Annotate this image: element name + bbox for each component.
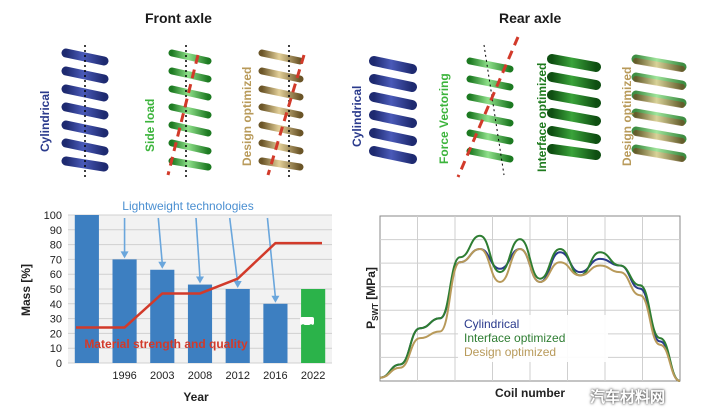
rear-axle-springs <box>369 36 687 178</box>
rear-axle-title: Rear axle <box>499 10 562 26</box>
bar-2022 <box>301 289 326 363</box>
lightweight-arrow <box>195 217 201 279</box>
bar-xtick-label: 2008 <box>188 370 212 382</box>
lightweight-arrow-head <box>233 281 242 288</box>
bar-ytick-label: 10 <box>50 343 62 355</box>
bar-ytick-label: 40 <box>50 299 62 311</box>
bar-ytick-label: 30 <box>50 314 62 326</box>
legend-cylindrical: Cylindrical <box>464 317 519 331</box>
rear-design-optimized-spring-icon <box>631 54 687 162</box>
lightweight-arrow <box>266 217 277 298</box>
lightweight-annotation: Lightweight technologies <box>122 199 253 213</box>
bar-ytick-label: 50 <box>50 284 62 296</box>
line-ylabel: PSWT [MPa] <box>364 267 380 329</box>
electric-car-icon <box>300 317 314 328</box>
front-label-design-optimized: Design optimized <box>240 66 254 166</box>
bar-baseline <box>74 215 99 363</box>
bar-ytick-label: 60 <box>50 269 62 281</box>
front-cylindrical-spring-icon <box>61 45 109 177</box>
rear-label-design-optimized: Design optimized <box>620 66 634 166</box>
rear-interface-optimized-spring-icon <box>547 54 601 160</box>
bar-ytick-label: 100 <box>44 210 62 222</box>
bar-2012 <box>225 289 250 363</box>
lightweight-arrow-head <box>271 295 280 303</box>
bar-1996 <box>112 259 137 363</box>
material-strength-line <box>76 241 322 329</box>
rear-label-force-vectoring: Force Vectoring <box>437 73 451 164</box>
bar-xtick-label: 2016 <box>263 370 287 382</box>
bar-2016 <box>263 303 288 363</box>
bar-ytick-label: 0 <box>56 358 62 370</box>
bar-ytick-label: 20 <box>50 328 62 340</box>
rear-cylindrical-spring-icon <box>369 56 417 164</box>
bar-xlabel: Year <box>183 390 209 404</box>
front-label-side-load: Side load <box>143 98 157 152</box>
mass-bar-chart: 0 10 20 30 40 50 60 70 80 90 100 1996 2003 2008 2012 2… <box>19 199 332 404</box>
bar-ytick-label: 70 <box>50 254 62 266</box>
stress-line-chart: PSWT [MPa] Coil number Cylindrical Inter… <box>364 215 681 400</box>
legend-design-optimized: Design optimized <box>464 345 556 359</box>
legend-box <box>458 315 608 362</box>
series-interface-optimized <box>379 234 681 382</box>
bar-ylabel: Mass [%] <box>19 264 33 316</box>
line-xlabel: Coil number <box>495 386 565 400</box>
bar-ytick-label: 80 <box>50 240 62 252</box>
bar-xtick-label: 2003 <box>150 370 174 382</box>
material-annotation: Material strength and quality <box>84 337 248 351</box>
bar-xtick-label: 2022 <box>301 370 325 382</box>
front-side-load-spring-icon <box>166 45 212 177</box>
series-design-optimized <box>379 247 681 382</box>
lightweight-arrow <box>157 217 164 264</box>
lightweight-arrow-head <box>196 276 204 284</box>
rear-force-vectoring-spring-icon <box>456 36 520 178</box>
bar-xtick-label: 2012 <box>225 370 249 382</box>
front-design-optimized-spring-icon <box>258 45 306 177</box>
bar-2003 <box>150 269 175 363</box>
legend-interface-optimized: Interface optimized <box>464 331 565 345</box>
rear-label-interface-optimized: Interface optimized <box>535 62 549 172</box>
lightweight-arrow-head <box>120 251 129 259</box>
rear-label-cylindrical: Cylindrical <box>350 85 364 147</box>
lightweight-arrow <box>228 217 239 284</box>
front-label-cylindrical: Cylindrical <box>38 90 52 152</box>
bar-2008 <box>187 284 213 363</box>
front-axle-title: Front axle <box>145 10 212 26</box>
bar-ytick-label: 90 <box>50 225 62 237</box>
bar-xtick-label: 1996 <box>112 370 136 382</box>
watermark: 汽车材料网 <box>590 389 666 406</box>
front-axle-springs <box>61 45 306 177</box>
lightweight-arrow-head <box>158 261 167 269</box>
